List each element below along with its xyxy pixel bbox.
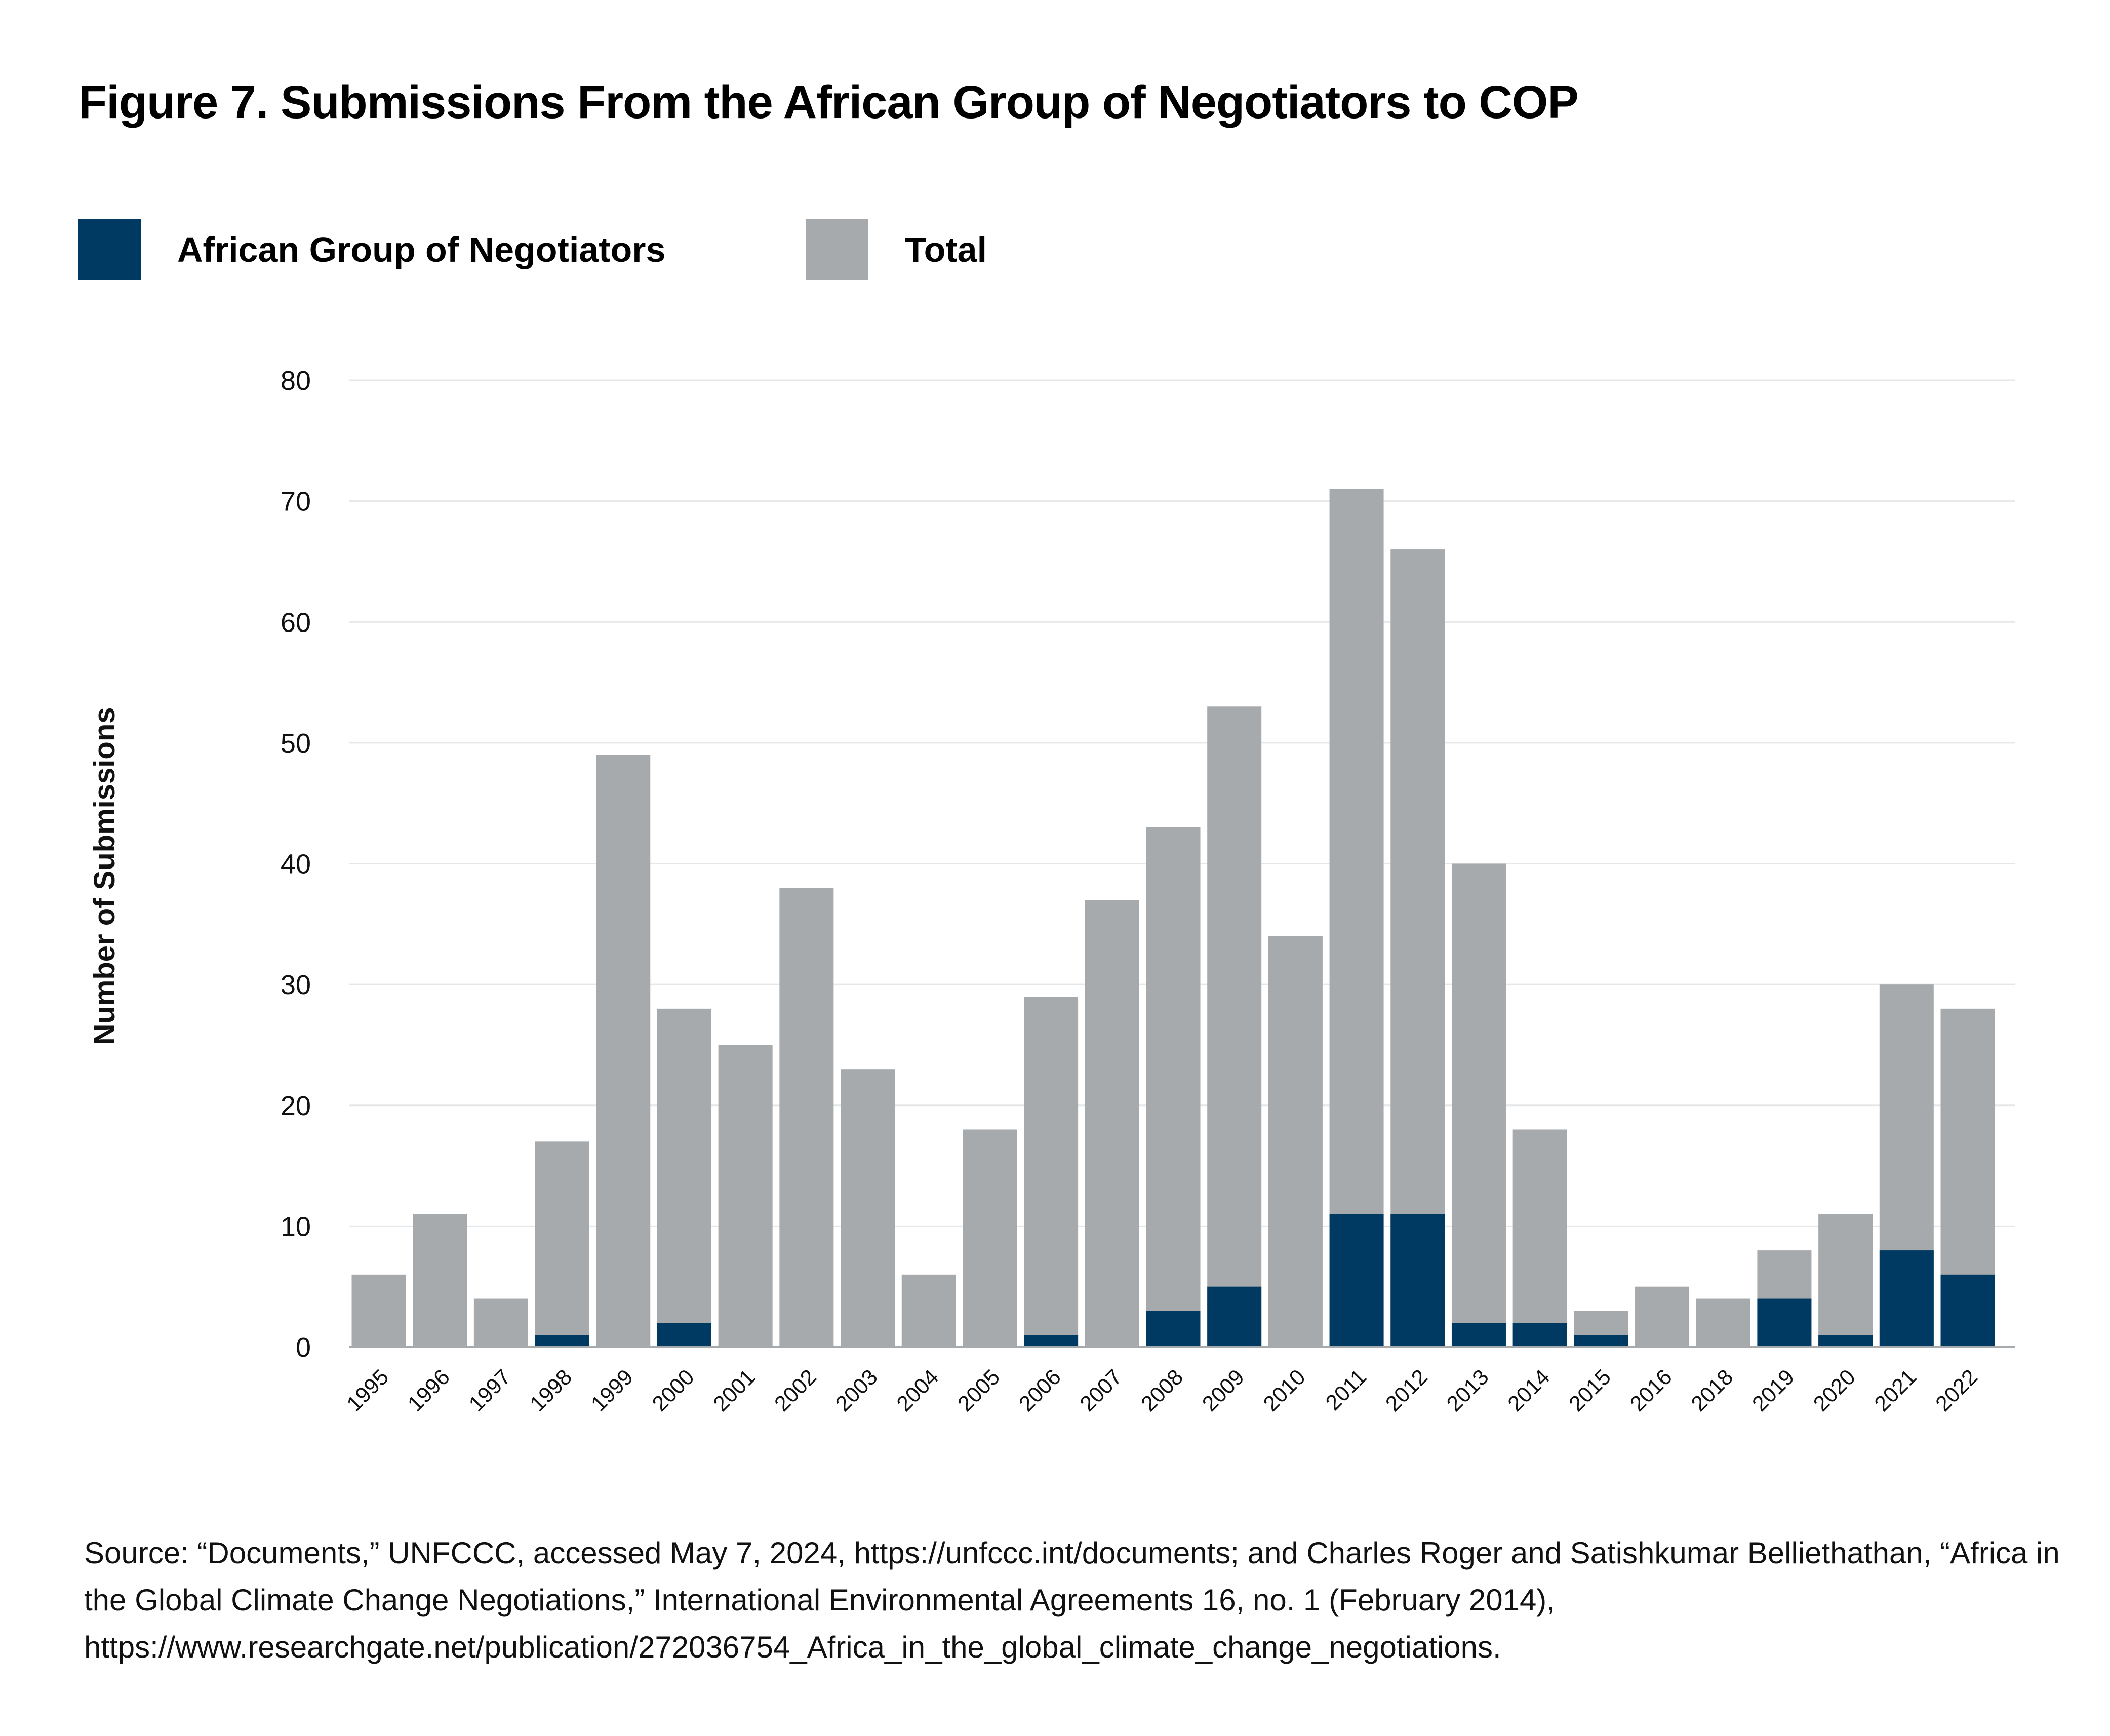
bar-total	[1696, 1298, 1750, 1347]
x-tick-label: 2007	[1076, 1365, 1127, 1416]
bar-total	[1268, 936, 1323, 1347]
x-tick-label: 2002	[770, 1365, 821, 1416]
x-tick-label: 2000	[648, 1365, 699, 1416]
y-tick-label: 30	[281, 970, 311, 1000]
y-tick-label: 40	[281, 849, 311, 880]
x-tick-label: 2013	[1442, 1365, 1494, 1416]
bar-african-group	[1512, 1323, 1567, 1347]
bar-african-group	[1940, 1274, 1995, 1347]
x-tick-label: 2005	[953, 1365, 1005, 1416]
x-tick-label: 2018	[1687, 1365, 1738, 1416]
bar-total	[1207, 706, 1262, 1347]
bar-african-group	[1390, 1214, 1445, 1347]
x-tick-label: 2004	[892, 1365, 944, 1416]
legend-label: African Group of Negotiators	[177, 230, 666, 269]
x-tick-label: 1997	[464, 1365, 516, 1416]
x-tick-label: 2014	[1503, 1365, 1555, 1416]
y-tick-label: 0	[296, 1332, 311, 1363]
legend-item-total: Total	[806, 219, 987, 280]
bar-total	[1085, 900, 1139, 1347]
y-tick-label: 20	[281, 1091, 311, 1121]
bar-african-group	[1818, 1335, 1873, 1347]
x-tick-label: 1995	[342, 1365, 393, 1416]
x-tick-label: 1999	[586, 1365, 638, 1416]
bar-total	[657, 1008, 711, 1347]
x-tick-label: 2016	[1625, 1365, 1677, 1416]
y-tick-label: 10	[281, 1211, 311, 1242]
x-tick-label: 1998	[526, 1365, 577, 1416]
bar-african-group	[1757, 1298, 1812, 1347]
x-tick-label: 2010	[1259, 1365, 1310, 1416]
bar-african-group	[1207, 1286, 1262, 1347]
x-tick-label: 2001	[709, 1365, 761, 1416]
x-tick-label: 2008	[1136, 1365, 1188, 1416]
bar-african-group	[535, 1335, 589, 1347]
x-tick-label: 2006	[1014, 1365, 1066, 1416]
bar-total	[718, 1045, 773, 1347]
bar-total	[535, 1141, 589, 1347]
x-tick-label: 2021	[1870, 1365, 1922, 1416]
bar-african-group	[657, 1323, 711, 1347]
y-tick-label: 80	[281, 366, 311, 396]
bar-total	[1146, 827, 1201, 1347]
bar-total	[1451, 863, 1506, 1347]
x-tick-label: 2022	[1931, 1365, 1982, 1416]
chart-title: Figure 7. Submissions From the African G…	[78, 76, 1579, 128]
x-tick-label: 2009	[1198, 1365, 1249, 1416]
bar-total	[1512, 1129, 1567, 1347]
bar-total	[1329, 489, 1384, 1348]
bar-african-group	[1146, 1311, 1201, 1347]
y-tick-label: 70	[281, 487, 311, 517]
bar-african-group	[1024, 1335, 1079, 1347]
bar-total	[779, 888, 834, 1347]
bar-total	[351, 1274, 406, 1347]
bar-african-group	[1574, 1335, 1628, 1347]
x-tick-label: 2019	[1747, 1365, 1799, 1416]
bar-african-group	[1329, 1214, 1384, 1347]
x-tick-label: 2012	[1381, 1365, 1432, 1416]
legend-label: Total	[905, 230, 987, 269]
bar-total	[1818, 1214, 1873, 1347]
legend-item-african-group: African Group of Negotiators	[78, 219, 665, 280]
legend-swatch-african-group	[78, 219, 141, 280]
bar-total	[963, 1129, 1017, 1347]
y-tick-label: 60	[281, 607, 311, 638]
bar-african-group	[1879, 1250, 1934, 1347]
bar-total	[901, 1274, 956, 1347]
bar-african-group	[1451, 1323, 1506, 1347]
bar-total	[1635, 1286, 1690, 1347]
bar-total	[841, 1069, 895, 1347]
x-tick-label: 1996	[403, 1365, 455, 1416]
legend-swatch-total	[806, 219, 868, 280]
bar-total	[596, 755, 651, 1347]
bar-total	[413, 1214, 467, 1347]
y-tick-label: 50	[281, 728, 311, 759]
source-note: Source: “Documents,” UNFCCC, accessed Ma…	[84, 1536, 2060, 1664]
bar-total	[1024, 996, 1079, 1347]
x-tick-label: 2003	[831, 1365, 883, 1416]
x-tick-label: 2011	[1321, 1365, 1371, 1415]
y-axis-label: Number of Submissions	[88, 707, 121, 1045]
bar-total	[473, 1298, 528, 1347]
x-tick-label: 2020	[1809, 1365, 1860, 1416]
x-tick-label: 2015	[1564, 1365, 1616, 1416]
